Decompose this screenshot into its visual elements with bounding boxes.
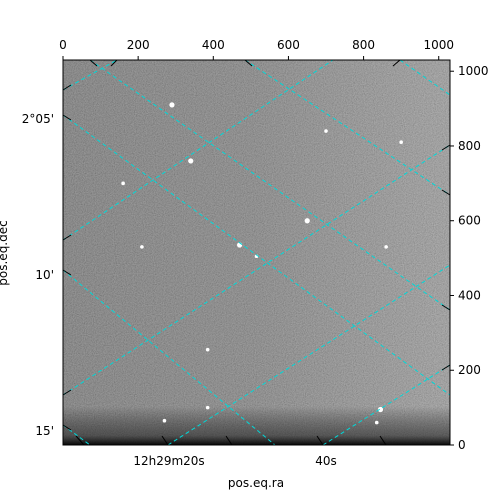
y-pixel-tick-label: 1000 [458, 64, 489, 78]
x-pixel-tick-label: 600 [277, 38, 300, 52]
dec-tick [62, 424, 72, 431]
grid-line [63, 60, 118, 91]
y-pixel-tick-label: 0 [458, 438, 466, 452]
top-world-tick [244, 59, 253, 67]
y-pixel-tick-label: 800 [458, 139, 481, 153]
bright-object [324, 129, 328, 133]
grid-line [244, 60, 450, 196]
bright-object [399, 140, 403, 145]
x-pixel-tick-label: 800 [352, 38, 375, 52]
grid-line [63, 114, 450, 396]
right-world-tick [441, 364, 451, 371]
ra-tick-label: 40s [315, 454, 337, 468]
plot-frame [62, 59, 451, 446]
x-pixel-tick-label: 0 [59, 38, 67, 52]
bright-object [121, 181, 125, 186]
y-pixel-tick-label: 600 [458, 214, 481, 228]
x-pixel-tick-label: 400 [202, 38, 225, 52]
dec-tick [62, 389, 72, 396]
right-pixel-axis: 0 200 400 600 800 1000 [450, 64, 489, 452]
ra-tick [379, 435, 387, 446]
dec-tick [62, 114, 72, 121]
ra-tick [161, 435, 169, 446]
y-pixel-tick-label: 200 [458, 363, 481, 377]
bright-object [205, 405, 210, 410]
world-axis-ticks [62, 59, 451, 446]
image-plot-area [62, 59, 451, 446]
grid-line [63, 60, 334, 241]
top-world-tick [89, 59, 98, 67]
ra-tick [316, 435, 324, 446]
right-world-tick [441, 189, 451, 196]
bright-object [374, 420, 379, 425]
grid-line [89, 60, 450, 311]
bright-object [304, 218, 310, 224]
right-world-tick [441, 144, 451, 151]
bright-object [384, 245, 388, 249]
dec-tick [62, 269, 72, 276]
top-world-tick [392, 59, 401, 67]
bright-objects [121, 102, 403, 425]
grid-line [399, 60, 450, 96]
x-pixel-tick-label: 200 [127, 38, 150, 52]
top-pixel-axis: 0 200 400 600 800 1000 [59, 38, 454, 60]
bright-object [188, 158, 194, 164]
top-world-tick [110, 59, 118, 67]
x-pixel-tick-label: 1000 [423, 38, 454, 52]
grid-line [63, 424, 91, 445]
bright-object [140, 245, 144, 249]
dec-tick [62, 234, 72, 241]
dec-tick [62, 84, 72, 91]
bright-object [377, 406, 384, 413]
bright-object [162, 418, 167, 423]
sky-image-bottom-shade [63, 60, 450, 445]
grid-line [63, 269, 276, 445]
ra-tick [225, 435, 233, 446]
right-world-tick [441, 304, 451, 311]
bright-object [169, 102, 175, 108]
dec-tick-label: 10' [35, 268, 54, 282]
dec-tick-label: 2°05' [22, 112, 54, 126]
bright-object [205, 347, 210, 352]
y-pixel-tick-label: 400 [458, 288, 481, 302]
ra-tick-label: 12h29m20s [133, 454, 204, 468]
ra-tick [75, 435, 85, 446]
y-axis-label: pos.eq.dec [0, 220, 10, 285]
dec-tick-label: 15' [35, 424, 54, 438]
coordinate-grid [63, 60, 450, 445]
x-axis-label: pos.eq.ra [228, 476, 284, 490]
